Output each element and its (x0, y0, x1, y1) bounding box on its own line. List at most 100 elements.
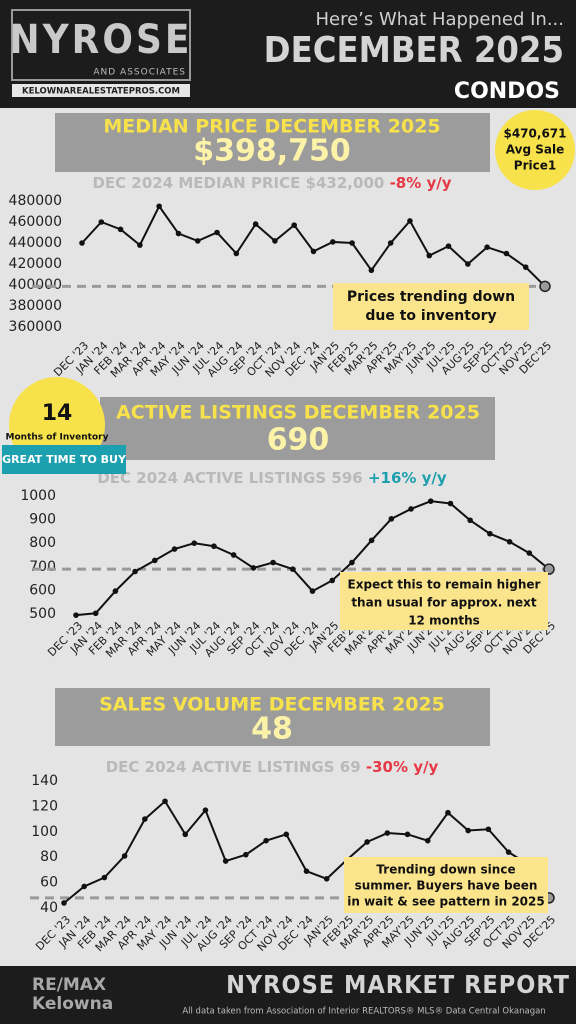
point (309, 588, 316, 594)
point (522, 264, 529, 270)
brand: RE/MAX (32, 975, 106, 995)
section-title: SALES VOLUME DECEMBER 2025 (99, 694, 445, 716)
badge-number: 14 (42, 401, 73, 426)
point (182, 831, 189, 838)
y-tick-label: 800 (29, 535, 56, 551)
point (79, 240, 85, 246)
point (202, 807, 209, 813)
point (230, 552, 237, 558)
y-tick-label: 60 (40, 875, 58, 891)
point (404, 831, 411, 838)
point (427, 498, 434, 504)
point (252, 221, 259, 227)
point (364, 839, 370, 845)
point (485, 826, 492, 833)
footer-bg (0, 966, 576, 1024)
y-tick-label: 440000 (9, 235, 62, 251)
point (243, 851, 249, 858)
point (250, 565, 257, 571)
y-tick-label: 420000 (9, 256, 62, 272)
point (465, 827, 471, 834)
logo-sub: AND ASSOCIATES (93, 68, 186, 78)
y-tick-label: 1000 (20, 488, 56, 504)
y-tick-label: 140 (31, 773, 58, 789)
y-tick-label: 360000 (9, 319, 62, 335)
point (289, 566, 296, 572)
point (291, 222, 298, 228)
point (222, 858, 229, 864)
badge-tag (2, 445, 126, 474)
point (272, 238, 278, 244)
banner (100, 397, 495, 460)
annotation: than usual for approx. next (351, 596, 537, 610)
point (368, 537, 375, 544)
badge-text: Avg Sale (506, 143, 564, 157)
point (310, 248, 317, 255)
point (329, 577, 336, 584)
y-tick-label: 700 (29, 559, 56, 575)
subtitle: DEC 2024 ACTIVE LISTINGS 596 +16% y/y (97, 469, 447, 487)
point (467, 517, 473, 524)
point (426, 252, 433, 259)
kicker: Here’s What Happened In... (315, 9, 564, 30)
website-bg (12, 84, 190, 97)
point (424, 837, 431, 844)
point (506, 538, 513, 545)
annotation-box (333, 283, 529, 330)
y-tick-label: 120 (31, 798, 58, 814)
point (233, 250, 240, 257)
point (503, 250, 510, 257)
point (121, 853, 128, 859)
point (81, 883, 88, 890)
subtitle-text: DEC 2024 MEDIAN PRICE $432,000 (92, 174, 384, 192)
subtitle-text: DEC 2024 ACTIVE LISTINGS 69 (106, 758, 361, 776)
point (407, 218, 413, 224)
point (384, 830, 391, 836)
headline: $398,750 (193, 134, 351, 169)
annotation-box (340, 572, 548, 630)
section-title: MEDIAN PRICE DECEMBER 2025 (103, 116, 440, 138)
badge-text: Price1 (514, 159, 556, 173)
y-tick-label: 600 (29, 582, 56, 598)
y-tick-label: 500 (29, 606, 56, 622)
point (388, 516, 395, 522)
point (171, 546, 178, 552)
point (323, 876, 330, 882)
change: +16% y/y (368, 469, 447, 487)
annotation: Expect this to remain higher (348, 578, 541, 592)
headline: 48 (251, 712, 293, 747)
point (98, 219, 105, 225)
point (92, 610, 99, 617)
point (349, 559, 355, 566)
point (447, 500, 454, 507)
y-tick-label: 480000 (9, 193, 62, 209)
point (283, 831, 290, 838)
badge-tag-text: GREAT TIME TO BUY (2, 453, 127, 466)
point (408, 506, 414, 512)
y-tick-label: 40 (40, 900, 58, 916)
change: -30% y/y (366, 758, 439, 776)
annotation-box (344, 857, 548, 913)
point (156, 203, 162, 210)
badge-text: Months of Inventory (6, 433, 109, 443)
point (526, 550, 533, 556)
subtitle: DEC 2024 ACTIVE LISTINGS 69 -30% y/y (106, 758, 439, 776)
point (465, 261, 471, 267)
point (505, 849, 512, 855)
point (214, 229, 220, 236)
report-title: NYROSE MARKET REPORT (226, 970, 570, 999)
logo: NYROSE (10, 17, 193, 63)
point (270, 559, 276, 566)
point (263, 837, 269, 844)
point (137, 242, 143, 248)
last-point (543, 563, 555, 575)
change: -8% y/y (390, 174, 452, 192)
website: KELOWNAREALESTATEPROS.COM (22, 87, 180, 97)
period: DECEMBER 2025 (264, 30, 564, 71)
point (445, 243, 452, 249)
brand-sub: Kelowna (32, 994, 113, 1014)
source: All data taken from Association of Inter… (182, 1007, 545, 1017)
headline: 690 (267, 423, 330, 458)
